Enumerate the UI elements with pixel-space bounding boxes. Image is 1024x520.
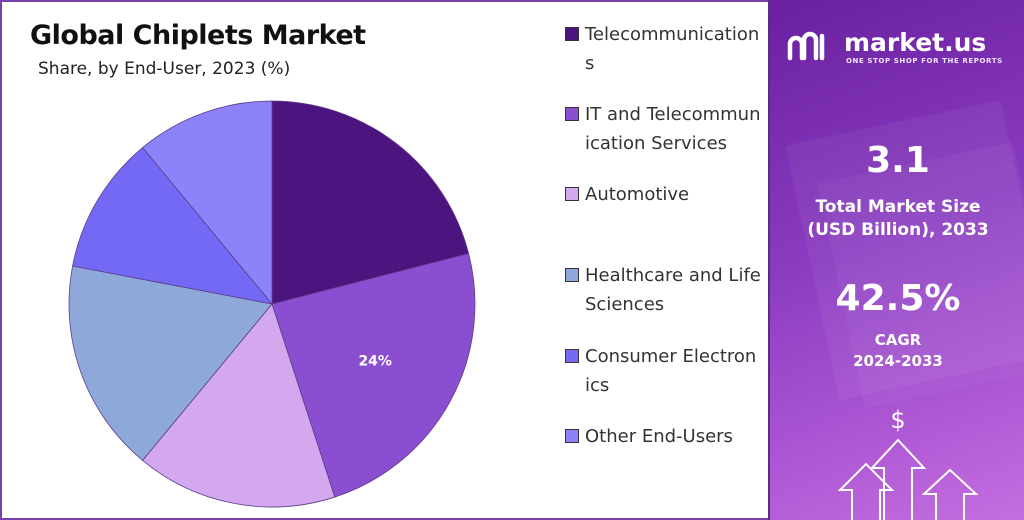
svg-text:$: $ [890, 406, 905, 434]
market-size-label-line2: (USD Billion), 2033 [807, 220, 989, 240]
brand-tagline: ONE STOP SHOP FOR THE REPORTS [846, 57, 1003, 65]
pie-slice-4 [68, 265, 273, 461]
background-decoration [770, 0, 1024, 520]
market-size-label-line1: Total Market Size [815, 197, 981, 217]
market-size-value: 3.1 [866, 140, 930, 181]
market-size-stat: 3.1 [770, 140, 1024, 181]
pie-slice-2 [271, 253, 476, 498]
legend-swatch [565, 27, 579, 41]
market-us-logo-icon [786, 30, 834, 62]
pie-slice-6 [142, 100, 273, 306]
stats-panel: market.us ONE STOP SHOP FOR THE REPORTS … [768, 0, 1024, 520]
chart-subtitle: Share, by End-User, 2023 (%) [38, 59, 291, 79]
cagr-label-line2: 2024-2033 [853, 352, 943, 370]
cagr-stat: 42.5% [770, 278, 1024, 319]
legend-swatch [565, 349, 579, 363]
legend-swatch [565, 187, 579, 201]
legend-swatch [565, 268, 579, 282]
chart-panel: Global Chiplets Market Share, by End-Use… [2, 2, 768, 518]
pie-svg: 24% [68, 100, 476, 508]
legend-label: Telecommunications [585, 24, 760, 74]
brand-block: market.us ONE STOP SHOP FOR THE REPORTS [786, 28, 1016, 68]
cagr-label-line1: CAGR [874, 331, 922, 349]
legend-label: IT and Telecommunication Services [585, 104, 761, 154]
pie-chart: 24% [66, 98, 478, 510]
cagr-value: 42.5% [835, 278, 961, 319]
legend-label: Healthcare and Life Sciences [585, 265, 761, 315]
cagr-label: CAGR 2024-2033 [770, 330, 1024, 372]
legend-label: Automotive [585, 184, 690, 205]
growth-arrows-icon: $ [770, 390, 1024, 520]
brand-name: market.us [844, 28, 987, 57]
market-size-label: Total Market Size (USD Billion), 2033 [770, 196, 1024, 242]
chart-title: Global Chiplets Market [30, 20, 366, 51]
pie-slice-5 [72, 147, 274, 305]
legend-label: Other End-Users [585, 426, 733, 447]
dollar-icon: $ [890, 406, 905, 434]
legend-swatch [565, 429, 579, 443]
pie-slice-3 [142, 303, 336, 508]
pie-slice-1 [271, 100, 470, 305]
pie-slice-label-2: 24% [358, 354, 392, 370]
legend-swatch [565, 107, 579, 121]
legend-label: Consumer Electronics [585, 346, 757, 396]
